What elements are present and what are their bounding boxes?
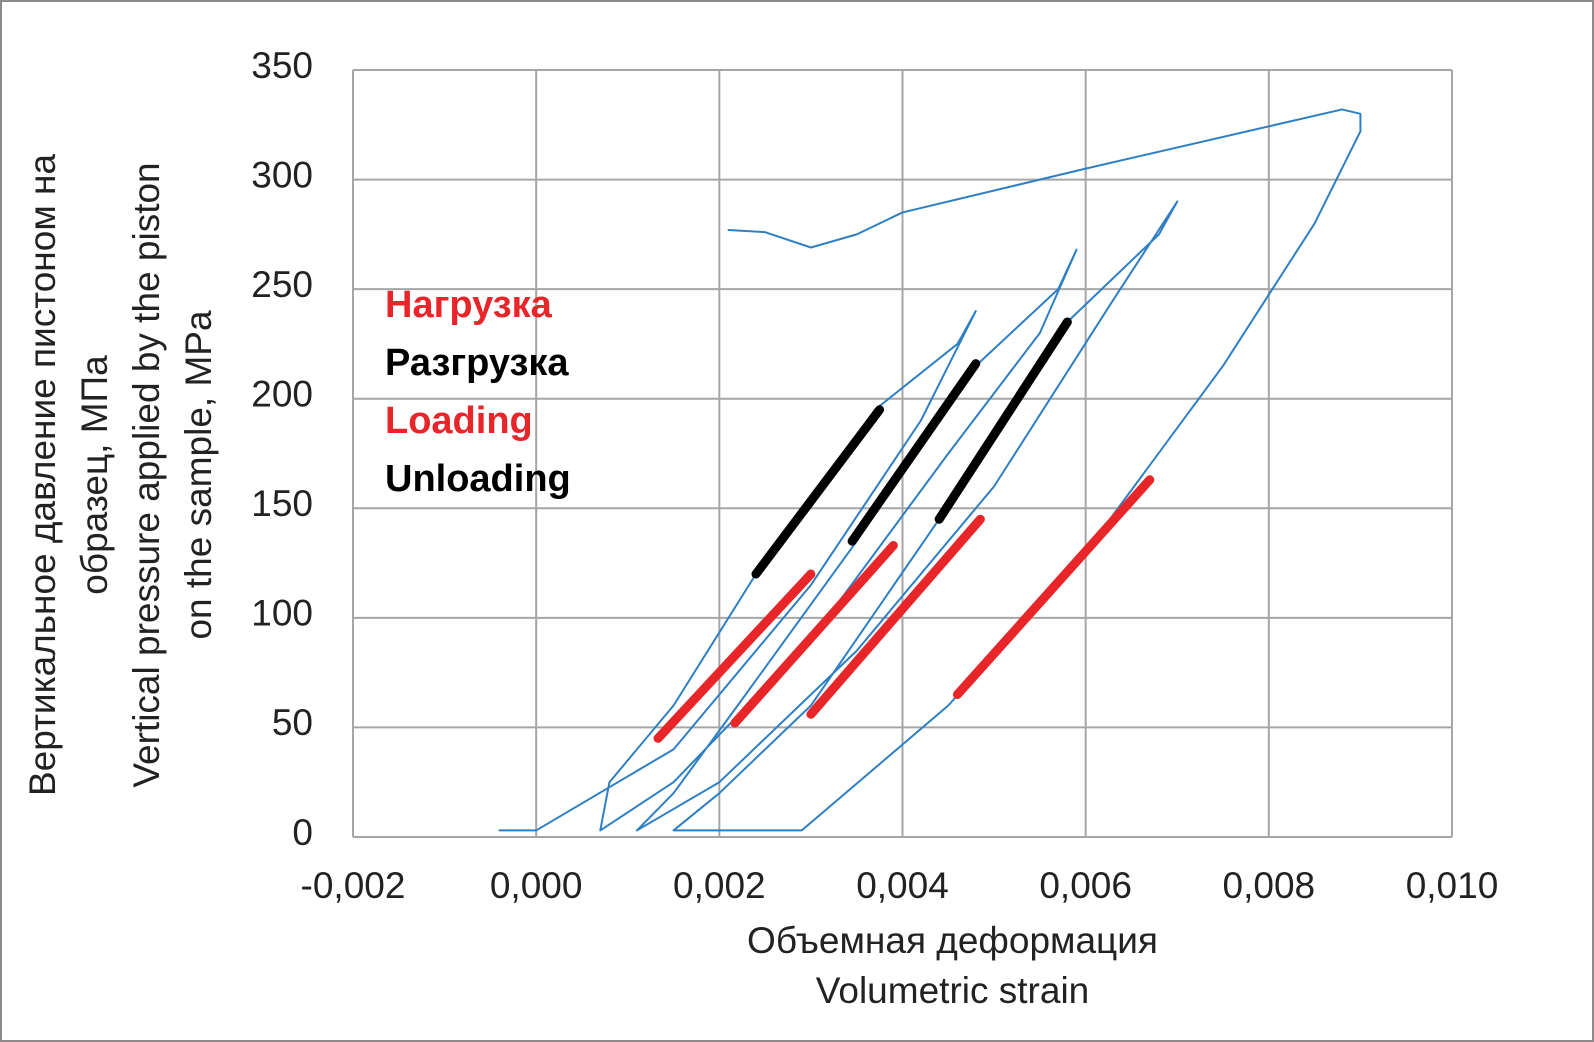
grid [352, 69, 1453, 838]
y-axis-title: Вертикальное давление пистоном на [22, 154, 63, 797]
labels: 0 50 100 150 200 250 300 350 -0,002 0,000 0,002 0,0… [22, 45, 1499, 1011]
plot-lines [498, 108, 1362, 832]
segment [730, 541, 898, 728]
legend-note: Нагрузка [385, 284, 553, 326]
y-tick-label: 150 [251, 483, 313, 524]
x-axis-title: Объемная деформация [747, 920, 1158, 961]
x-tick-label: 0,000 [490, 865, 583, 906]
y-tick-label: 0 [292, 812, 313, 853]
y-tick-label: 350 [251, 45, 313, 86]
legend-note: Разгрузка [385, 342, 569, 384]
y-axis-title: образец, МПа [74, 355, 115, 595]
x-tick-label: -0,002 [301, 865, 406, 906]
legend-note: Unloading [385, 458, 571, 500]
segment [847, 359, 981, 546]
x-axis-title: Volumetric strain [816, 970, 1090, 1011]
y-axis-title: Vertical pressure applied by the piston [126, 162, 167, 787]
y-tick-label: 250 [251, 264, 313, 305]
x-tick-label: 0,010 [1406, 865, 1499, 906]
x-tick-label: 0,002 [673, 865, 766, 906]
legend-note: Loading [385, 400, 533, 442]
segment [806, 514, 985, 719]
y-axis-title: on the sample, MPa [178, 310, 219, 639]
y-tick-label: 300 [251, 154, 313, 195]
segment [653, 569, 816, 743]
x-tick-label: 0,006 [1039, 865, 1132, 906]
segment [751, 405, 885, 579]
segment [952, 475, 1155, 700]
x-tick-label: 0,004 [856, 865, 949, 906]
x-tick-label: 0,008 [1223, 865, 1316, 906]
y-tick-label: 50 [272, 702, 313, 743]
y-tick-label: 100 [251, 593, 313, 634]
y-tick-label: 200 [251, 373, 313, 414]
segment [934, 317, 1072, 524]
